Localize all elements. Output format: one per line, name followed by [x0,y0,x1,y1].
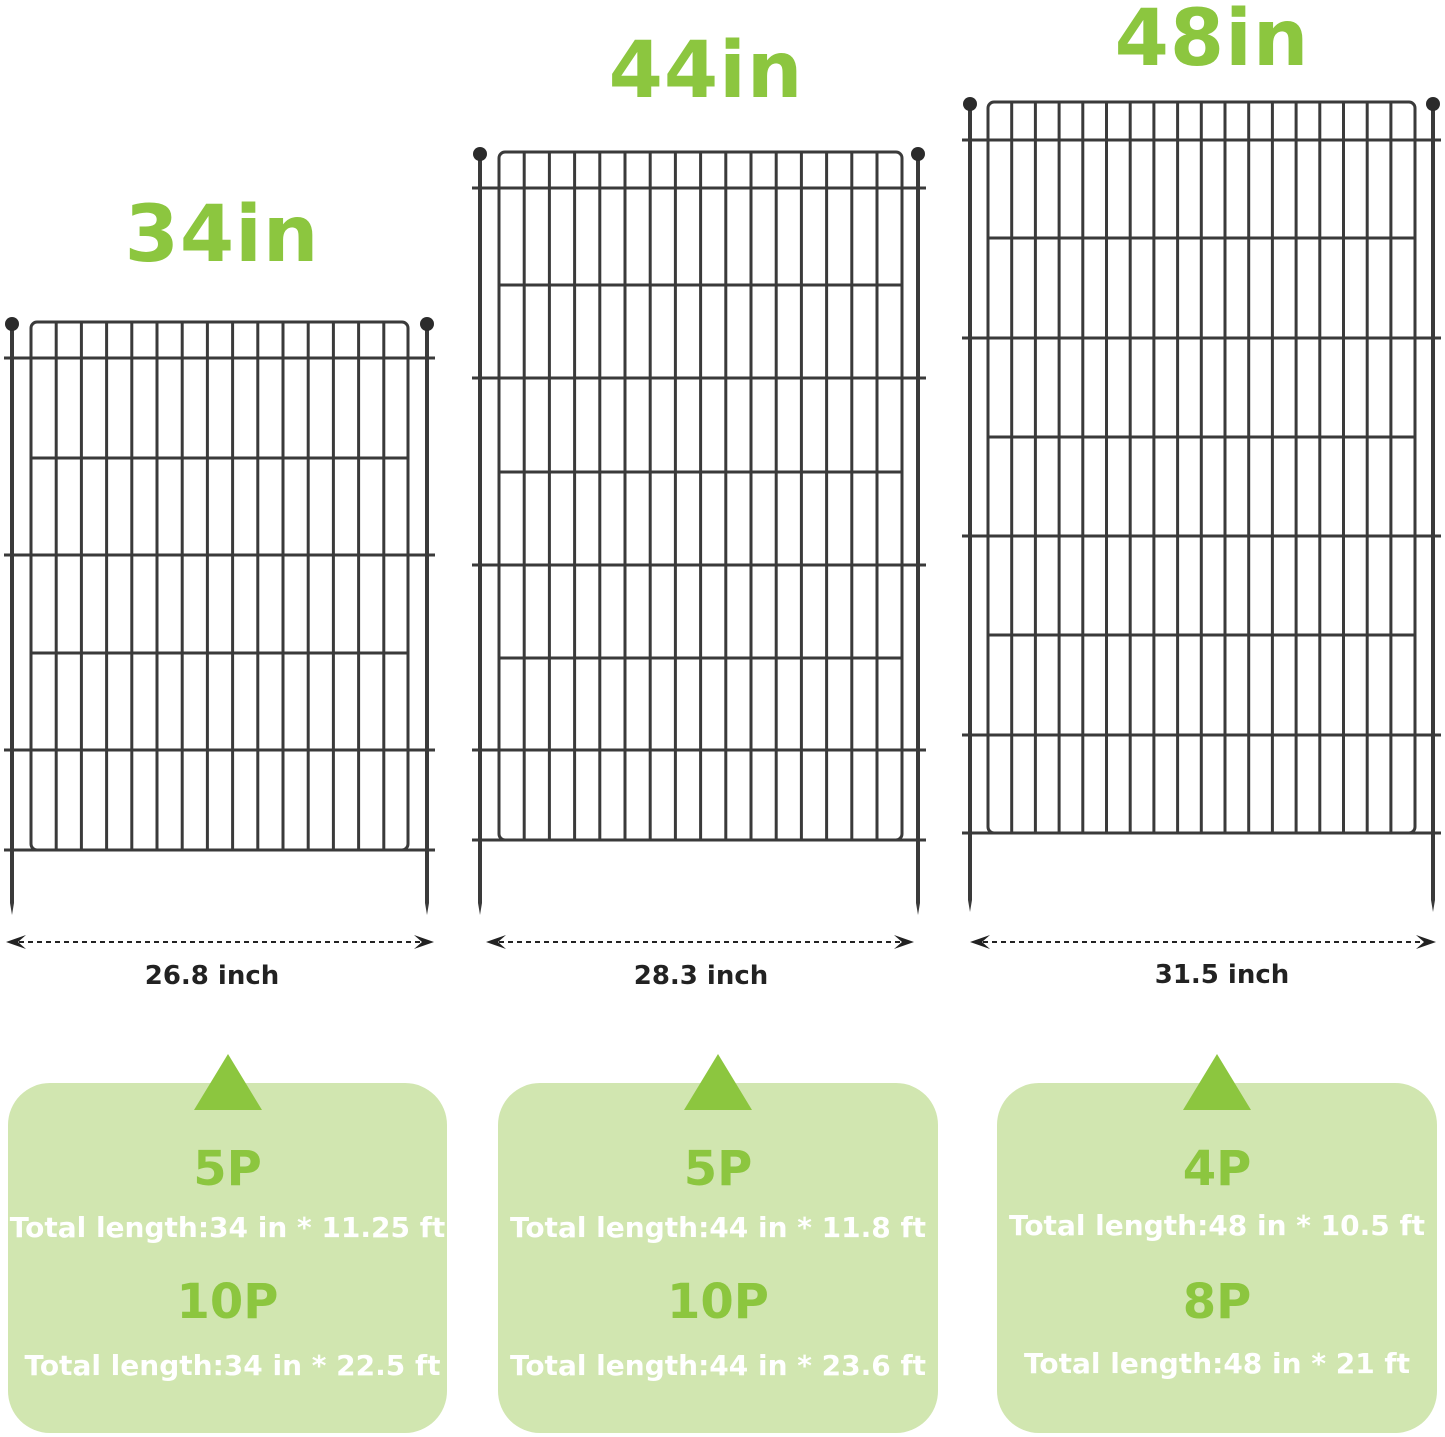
width-label-3: 31.5 inch [1154,960,1290,990]
package-total-length: Total length:34 in * 11.25 ft [9,1211,446,1244]
package-total-length: Total length:48 in * 10.5 ft [1008,1209,1426,1242]
height-label-44: 44in [608,26,804,116]
post-ball-cap [420,317,434,331]
post-spike [10,903,14,915]
package-total-length: Total length:34 in * 22.5 ft [24,1349,441,1382]
arrow-left-icon [970,935,990,949]
fence-illustrations [4,97,1441,949]
height-label-48: 48in [1114,0,1310,84]
arrow-right-icon [414,935,434,949]
post-spike [425,903,429,915]
post-ball-cap [1426,97,1440,111]
post-ball-cap [963,97,977,111]
pointer-triangle-icon [684,1054,752,1110]
post-spike [478,903,482,915]
arrow-left-icon [6,935,26,949]
package-total-length: Total length:48 in * 21 ft [1024,1347,1410,1380]
arrow-left-icon [486,935,506,949]
package-box-44in: 5P Total length:44 in * 11.8 ft 10P Tota… [498,1054,938,1433]
package-qty: 5P [683,1141,753,1197]
package-box-34in: 5P Total length:34 in * 11.25 ft 10P Tot… [8,1054,447,1433]
post-spike [916,903,920,915]
package-qty: 10P [176,1274,279,1330]
package-total-length: Total length:44 in * 23.6 ft [509,1349,927,1382]
package-box-48in: 4P Total length:48 in * 10.5 ft 8P Total… [997,1054,1437,1433]
package-qty: 10P [667,1274,769,1330]
post-spike [968,900,972,912]
height-label-34: 34in [124,190,320,280]
package-qty: 5P [193,1141,262,1197]
pointer-triangle-icon [1183,1054,1251,1110]
package-qty: 8P [1182,1274,1252,1330]
post-ball-cap [911,147,925,161]
arrow-right-icon [1416,935,1436,949]
package-total-length: Total length:44 in * 11.8 ft [509,1211,927,1244]
pointer-triangle-icon [193,1054,262,1110]
package-qty: 4P [1182,1141,1252,1197]
fence-frame [29,320,410,852]
width-label-2: 28.3 inch [633,961,769,991]
width-label-1: 26.8 inch [144,961,280,991]
arrow-right-icon [894,935,914,949]
post-ball-cap [473,147,487,161]
post-spike [1431,900,1435,912]
post-ball-cap [5,317,19,331]
